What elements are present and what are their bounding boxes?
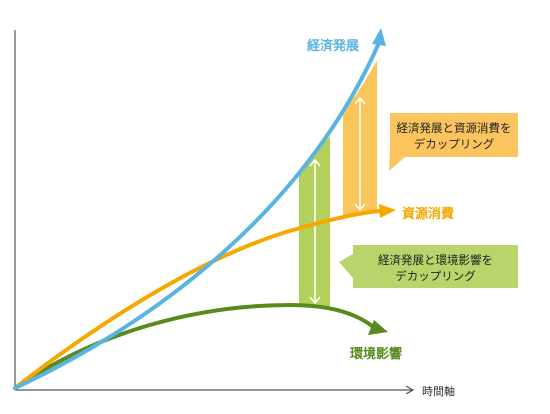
resource-callout-line2: デカップリング xyxy=(413,137,495,151)
resource-double-arrow xyxy=(354,96,366,212)
resource-callout-line1: 経済発展と資源消費を xyxy=(396,121,512,135)
environment-double-arrow xyxy=(309,158,321,305)
environment-label: 環境影響 xyxy=(350,347,403,362)
environment-callout-box xyxy=(339,245,518,288)
environment-curve xyxy=(13,302,374,390)
resource-callout-box xyxy=(389,113,518,171)
resource-callout-text: 経済発展と資源消費を デカップリング xyxy=(390,113,518,157)
environment-callout-line2: デカップリング xyxy=(395,269,476,283)
environment-callout-text: 経済発展と環境影響を デカップリング xyxy=(353,245,518,288)
resource-label: 資源消費 xyxy=(402,207,455,222)
environment-arrowhead xyxy=(368,320,388,335)
economic-arrowhead xyxy=(372,28,386,46)
economic-curve xyxy=(13,43,380,390)
economic-label: 経済発展 xyxy=(307,39,360,54)
resource-arrowhead xyxy=(379,204,396,218)
resource-curve xyxy=(13,209,382,390)
x-axis-label: 時間軸 xyxy=(422,385,455,398)
environment-callout-line1: 経済発展と環境影響を xyxy=(378,253,493,267)
